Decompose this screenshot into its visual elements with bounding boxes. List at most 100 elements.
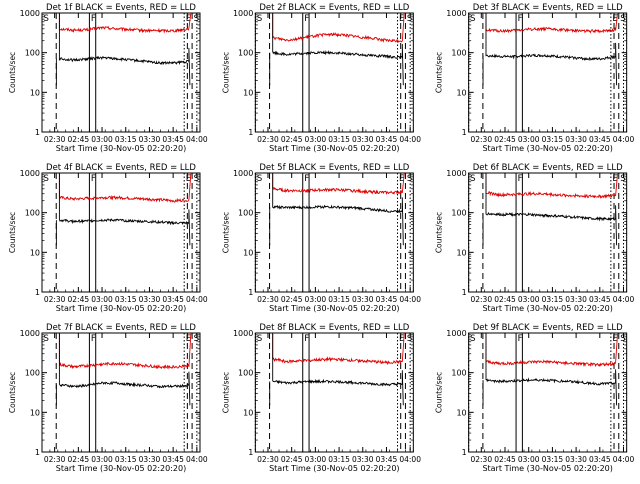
y-axis-label: Counts/sec xyxy=(435,372,444,413)
x-tick-label: 03:15 xyxy=(542,455,564,464)
x-tick-label: 02:30 xyxy=(44,455,66,464)
series-events-line xyxy=(485,333,618,406)
x-tick-label: 03:30 xyxy=(565,135,587,144)
y-tick-label: 1 xyxy=(35,128,40,137)
marker-label: F xyxy=(91,14,96,24)
chart-panel-5: Det 5f BLACK = Events, RED = LLD 1 10 100 10… xyxy=(221,163,421,313)
chart-panel-7: Det 7f BLACK = Events, RED = LLD 1 10 100 10… xyxy=(8,323,208,473)
y-axis-label: Counts/sec xyxy=(435,52,444,93)
y-tick-label: 100 xyxy=(451,49,466,58)
x-axis-label: Start Time (30-Nov-05 02:20:20) xyxy=(56,304,186,313)
x-tick-label: 03:15 xyxy=(328,295,350,304)
x-axis-label: Start Time (30-Nov-05 02:20:20) xyxy=(482,144,612,153)
marker-label: S xyxy=(44,334,49,344)
chart-panel-8: Det 8f BLACK = Events, RED = LLD 1 10 100 10… xyxy=(221,323,421,473)
chart-title: Det 4f BLACK = Events, RED = LLD xyxy=(46,163,196,173)
x-tick-label: 04:00 xyxy=(399,455,421,464)
x-tick-label: 03:30 xyxy=(139,135,161,144)
x-tick-label: 03:30 xyxy=(352,295,374,304)
marker-label: S xyxy=(257,334,262,344)
x-axis-label: Start Time (30-Nov-05 02:20:20) xyxy=(269,304,399,313)
x-tick-label: 03:00 xyxy=(91,135,113,144)
chart-panel-2: Det 2f BLACK = Events, RED = LLD 1 10 100 10… xyxy=(221,3,421,153)
marker-label: E xyxy=(186,14,191,24)
y-tick-label: 1000 xyxy=(20,169,40,178)
marker-label: E xyxy=(612,174,617,184)
x-tick-label: 03:15 xyxy=(328,135,350,144)
y-tick-label: 10 xyxy=(243,408,253,417)
chart-title: Det 7f BLACK = Events, RED = LLD xyxy=(46,323,196,333)
y-tick-label: 100 xyxy=(238,209,253,218)
marker-label: F xyxy=(91,334,96,344)
plot-frame xyxy=(254,12,414,133)
chart-panel-3: Det 3f BLACK = Events, RED = LLD 1 10 100 10… xyxy=(435,3,635,153)
marker-label: E xyxy=(612,334,617,344)
marker-label: S xyxy=(44,174,49,184)
x-tick-label: 04:00 xyxy=(186,295,208,304)
x-tick-label: 03:00 xyxy=(305,295,327,304)
x-tick-label: 04:00 xyxy=(613,295,635,304)
x-tick-label: 02:30 xyxy=(44,135,66,144)
y-tick-label: 1000 xyxy=(446,9,466,18)
x-tick-label: 03:00 xyxy=(305,135,327,144)
y-tick-label: 10 xyxy=(456,88,466,97)
plot-frame xyxy=(41,172,201,293)
x-tick-label: 03:30 xyxy=(565,455,587,464)
x-tick-label: 03:00 xyxy=(91,295,113,304)
y-tick-label: 1 xyxy=(462,288,467,297)
x-tick-label: 02:45 xyxy=(68,295,90,304)
x-tick-label: 04:00 xyxy=(399,295,421,304)
y-tick-label: 10 xyxy=(30,88,40,97)
y-tick-label: 10 xyxy=(243,88,253,97)
plot-frame xyxy=(468,172,628,293)
chart-panel-9: Det 9f BLACK = Events, RED = LLD 1 10 100 10… xyxy=(435,323,635,473)
x-tick-label: 03:15 xyxy=(115,135,137,144)
y-tick-label: 1 xyxy=(35,288,40,297)
x-tick-label: 03:45 xyxy=(589,455,611,464)
chart-panel-1: Det 1f BLACK = Events, RED = LLD 1 10 100 10… xyxy=(8,3,208,153)
y-tick-label: 1 xyxy=(462,448,467,457)
y-tick-label: 1000 xyxy=(446,329,466,338)
x-tick-label: 02:45 xyxy=(494,135,516,144)
marker-label: F xyxy=(304,334,309,344)
x-tick-label: 02:45 xyxy=(68,135,90,144)
x-tick-label: 03:00 xyxy=(91,455,113,464)
x-tick-label: 04:00 xyxy=(186,135,208,144)
x-tick-label: 03:30 xyxy=(139,455,161,464)
x-tick-label: 03:45 xyxy=(162,135,184,144)
marker-label: S xyxy=(407,14,412,24)
series-lld-line xyxy=(58,12,192,34)
y-tick-label: 100 xyxy=(25,49,40,58)
y-tick-label: 1000 xyxy=(233,169,253,178)
series-events-line xyxy=(272,13,404,86)
plot-frame xyxy=(468,332,628,453)
x-tick-label: 04:00 xyxy=(399,135,421,144)
chart-title: Det 8f BLACK = Events, RED = LLD xyxy=(259,323,409,333)
marker-label: E xyxy=(612,14,617,24)
x-tick-label: 02:30 xyxy=(257,135,279,144)
y-tick-label: 100 xyxy=(451,209,466,218)
series-lld-line xyxy=(58,172,192,203)
chart-panel-6: Det 6f BLACK = Events, RED = LLD 1 10 100 10… xyxy=(435,163,635,313)
y-tick-label: 1000 xyxy=(233,9,253,18)
y-tick-label: 1000 xyxy=(233,329,253,338)
y-axis-label: Counts/sec xyxy=(221,212,230,253)
chart-title: Det 1f BLACK = Events, RED = LLD xyxy=(46,3,196,13)
x-tick-label: 03:45 xyxy=(376,135,398,144)
series-events-line xyxy=(58,333,191,406)
marker-label: E xyxy=(186,334,191,344)
x-axis-label: Start Time (30-Nov-05 02:20:20) xyxy=(482,464,612,473)
y-axis-label: Counts/sec xyxy=(8,212,17,253)
series-events-line xyxy=(272,173,404,246)
marker-label: F xyxy=(518,334,523,344)
x-axis-label: Start Time (30-Nov-05 02:20:20) xyxy=(56,144,186,153)
x-tick-label: 03:45 xyxy=(162,455,184,464)
x-tick-label: 02:30 xyxy=(470,455,492,464)
chart-title: Det 9f BLACK = Events, RED = LLD xyxy=(473,323,623,333)
y-tick-label: 10 xyxy=(456,248,466,257)
x-axis-label: Start Time (30-Nov-05 02:20:20) xyxy=(269,464,399,473)
x-tick-label: 02:30 xyxy=(257,295,279,304)
y-axis-label: Counts/sec xyxy=(221,372,230,413)
x-tick-label: 03:15 xyxy=(115,295,137,304)
